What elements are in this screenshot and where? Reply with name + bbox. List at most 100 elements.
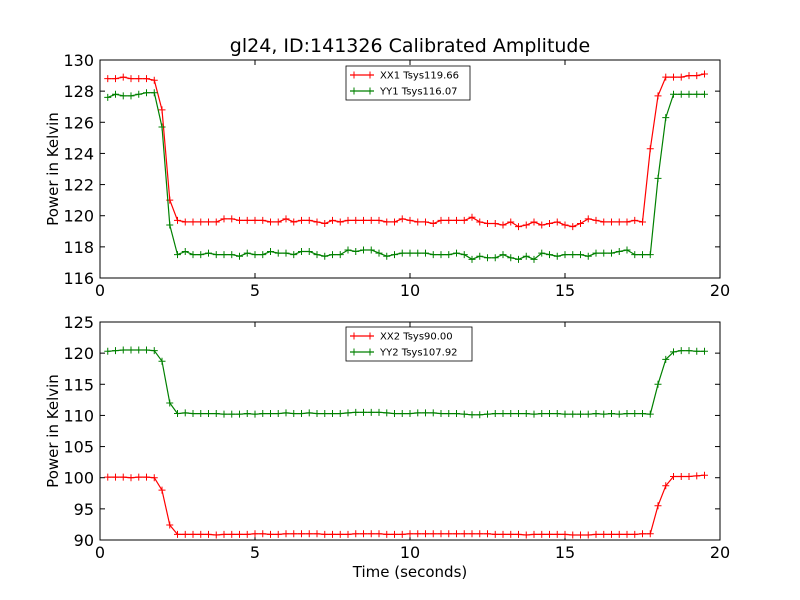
- chart-1-series-1-point: [243, 216, 251, 224]
- chart-1-series-1-point: [329, 216, 336, 224]
- chart-1-series-1-point: [344, 216, 352, 224]
- chart-2-series-2-point: [243, 410, 251, 418]
- chart-1-series-1-point: [236, 216, 243, 224]
- chart-2-series-1-point: [367, 530, 375, 538]
- chart-1-x-tick-label: 15: [555, 281, 575, 300]
- chart-2-series-2-point: [313, 410, 321, 418]
- chart-2-series-2-point: [662, 355, 670, 363]
- chart-1-series-2-point: [119, 92, 127, 100]
- chart-1-series-2-point: [615, 248, 623, 256]
- chart-1-legend-label-2: YY1 Tsys116.07: [379, 87, 458, 98]
- chart-2-series-2-point: [476, 411, 484, 419]
- chart-2-series-1-point: [259, 530, 267, 538]
- chart-2-series-1-point: [491, 530, 499, 538]
- chart-1-series-1-point: [468, 213, 476, 221]
- chart-1-series-1-point: [181, 218, 189, 226]
- chart-1-x-tick-label: 0: [95, 281, 105, 300]
- chart-1-series-2-point: [693, 90, 701, 98]
- chart-2-series-1-point: [615, 530, 623, 538]
- chart-2-series-1-point: [569, 531, 577, 539]
- chart-2-series-2-point: [336, 410, 344, 418]
- chart-2-series-2-point: [360, 408, 367, 416]
- chart-1-y-axis-label: Power in Kelvin: [44, 112, 62, 226]
- chart-1-series-2-point: [437, 251, 445, 259]
- chart-2-series-2-point: [267, 410, 274, 418]
- chart-1-title: gl24, ID:141326 Calibrated Amplitude: [230, 35, 590, 57]
- chart-2-series-2-point: [577, 410, 584, 418]
- chart-1-series-2-point: [654, 174, 662, 182]
- chart-2-series-1-point: [561, 530, 569, 538]
- chart-2-series-2-point: [274, 410, 282, 418]
- chart-2-series-1-point: [670, 472, 677, 480]
- chart-2-series-2-point: [484, 410, 491, 418]
- chart-1-series-1-point: [631, 216, 639, 224]
- chart-2-series-2-point: [352, 408, 360, 416]
- chart-2-series-2-point: [406, 410, 414, 418]
- chart-1-series-1-point: [546, 220, 553, 227]
- chart-1-x-tick-label: 5: [250, 281, 260, 300]
- chart-1-series-1-point: [398, 215, 406, 223]
- chart-1-series-1-point: [600, 218, 608, 226]
- chart-2-series-2-point: [491, 410, 499, 418]
- chart-2-series-1-point: [127, 474, 135, 482]
- chart-1-series-1-point: [445, 216, 453, 224]
- chart-2-series-2-point: [422, 409, 429, 417]
- chart-2-series-1-point: [212, 531, 220, 539]
- chart-1-series-1-point: [507, 218, 515, 226]
- chart-1-series-2-point: [352, 248, 360, 256]
- chart-2-y-tick-label: 105: [63, 438, 94, 457]
- chart-2-series-1-point: [646, 530, 654, 538]
- chart-2-series-2-point: [305, 409, 313, 417]
- chart-2-series-2-point: [429, 409, 437, 417]
- chart-2-series-2-point: [212, 410, 220, 418]
- chart-1-series-1-point: [608, 218, 615, 226]
- chart-1-legend-box: [345, 65, 471, 101]
- chart-1-y-tick-label: 126: [63, 113, 94, 132]
- chart-2-series-2-point: [205, 410, 212, 418]
- chart-1-series-2-point: [205, 249, 212, 257]
- chart-1-series-2-point: [290, 251, 298, 259]
- chart-1-series-1-point: [158, 106, 166, 114]
- chart-1-series-2-point: [212, 251, 220, 259]
- chart-2-series-2-point: [592, 410, 600, 418]
- chart-2-series-1-point: [608, 530, 615, 538]
- chart-2-series-2-point: [561, 410, 569, 418]
- chart-1-legend-marker-2: [353, 87, 371, 95]
- chart-2-series-1-point: [654, 502, 662, 510]
- chart-2-series-2-point: [189, 410, 197, 418]
- chart-1-series-1-point: [414, 218, 422, 226]
- chart-1-series-1-point: [274, 218, 282, 226]
- chart-2-series-1-point: [414, 530, 422, 538]
- chart-1-series-1-point: [220, 215, 228, 223]
- chart-2-series-1-point: [305, 530, 313, 538]
- chart-1-series-1-point: [646, 145, 654, 153]
- chart-1-series-2-point: [135, 90, 143, 98]
- chart-1-series-1-point: [484, 220, 491, 227]
- chart-2-series-2-point: [600, 410, 608, 418]
- chart-1-series-2-point: [662, 114, 670, 122]
- chart-2-series-2-point: [693, 347, 701, 355]
- chart-2-series-2-point: [282, 409, 290, 417]
- chart-2-x-tick-label: 15: [555, 543, 575, 562]
- chart-2-series-1-point: [282, 530, 290, 538]
- chart-2-series-1-point: [150, 474, 158, 482]
- chart-1-series-1-point: [174, 216, 181, 224]
- chart-1-series-2-point: [228, 251, 236, 259]
- chart-2-series-1-point: [422, 530, 429, 538]
- chart-2-series-2-point: [391, 410, 398, 418]
- chart-1-series-2-point: [274, 249, 282, 257]
- chart-1-series-2-point: [584, 252, 592, 260]
- chart-2-series-1-point: [592, 530, 600, 538]
- chart-1-series-2-point: [639, 251, 646, 259]
- chart-2-x-tick-label: 20: [710, 543, 730, 562]
- chart-1-series-2-point: [197, 251, 205, 259]
- chart-2-series-1-point: [484, 530, 491, 538]
- chart-2-series-2-point: [174, 410, 181, 418]
- chart-2-series-1-point: [251, 530, 259, 538]
- chart-1-series-1-point: [515, 223, 522, 231]
- chart-1-series-1-point: [112, 75, 119, 83]
- chart-1-series-1-point: [383, 218, 391, 226]
- chart-2-series-2-point: [507, 410, 515, 418]
- chart-1-series-1-point: [267, 218, 274, 226]
